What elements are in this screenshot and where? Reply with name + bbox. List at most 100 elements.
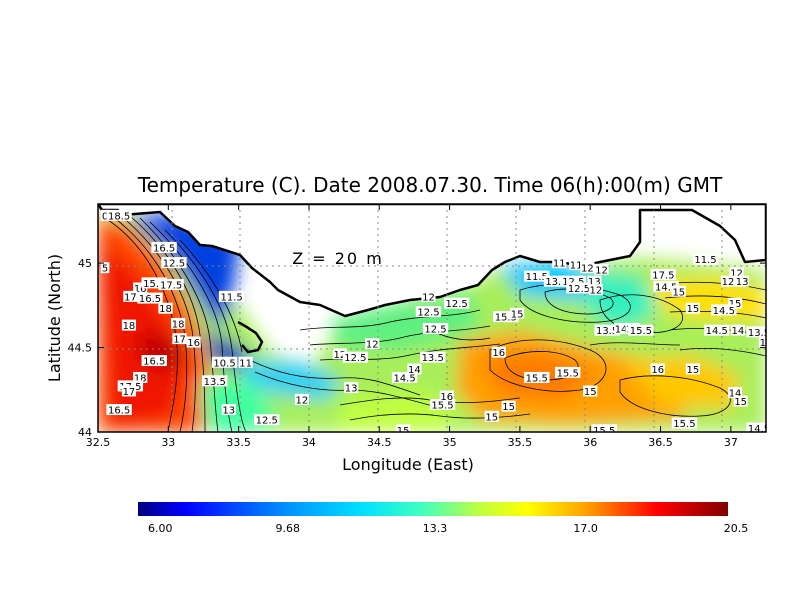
x-tick-label: 37: [724, 436, 738, 449]
contour-label-box: [106, 404, 132, 416]
contour-label-box: [692, 253, 719, 265]
contour-label-text: 14: [615, 324, 628, 335]
contour-label-box: [758, 336, 766, 348]
contour-label: 12.5: [443, 297, 470, 310]
contour-label-text: 13.5: [422, 353, 444, 364]
contour-label: 15.5: [671, 417, 698, 430]
x-tick-label: 33.5: [226, 436, 251, 449]
contour-label: 15: [733, 395, 748, 408]
contour-label: 16.5: [137, 292, 163, 305]
contour-label-box: [141, 355, 167, 367]
contour-label: 17.5: [650, 268, 677, 281]
contour-label: 16: [650, 363, 665, 376]
contour-label-box: [238, 356, 253, 368]
contour-label: 12: [729, 267, 744, 280]
contour-label-box: [587, 275, 602, 287]
contour-label-box: [594, 263, 609, 275]
contour-label: 17.5: [158, 279, 184, 292]
contour-label-text: 17: [124, 292, 137, 303]
contour-label-text: 12.5: [163, 259, 185, 270]
contour-label: 15: [484, 410, 499, 423]
contour-label: 13.5: [594, 324, 620, 337]
contour-label-text: 12: [296, 395, 309, 406]
contour-label-box: [158, 302, 173, 314]
contour-label-box: [491, 346, 506, 358]
contour-label-box: [583, 385, 598, 397]
contour-label: 15: [583, 385, 598, 398]
contour-label-text: 16.5: [143, 357, 165, 368]
contour-label: 18: [121, 319, 137, 332]
contour-label-text: 12: [422, 292, 435, 303]
contour-label-text: 15.5: [630, 326, 652, 337]
contour-label-box: [221, 404, 236, 416]
contour-label: 14: [730, 324, 745, 337]
colorbar-tick-label: 13.3: [423, 522, 448, 535]
contour-label-box: [141, 277, 167, 289]
contour-label-box: [730, 324, 745, 336]
contour-label-box: [342, 351, 369, 363]
contour-label-text: 12.5: [424, 324, 446, 335]
contour-label-box: [765, 363, 766, 375]
contour-label: 11: [238, 356, 253, 369]
x-tick-label: 32.5: [86, 436, 111, 449]
plot-frame: [97, 203, 767, 433]
contour-label: 13: [587, 275, 602, 288]
contour-label-text: 12: [581, 264, 594, 275]
contour-label-box: [443, 297, 470, 309]
contour-label-text: 11.5: [694, 255, 716, 266]
contour-label: 15.5: [555, 366, 581, 379]
contour-label-text: 11: [570, 260, 583, 271]
contour-label-text: 18.5: [108, 211, 130, 222]
contour-label-text: 11: [239, 358, 252, 369]
x-axis: 32.5 33 33.5 34 34.5 35 35.5 36 36.5 37: [86, 204, 738, 449]
contour-label: 14.5: [746, 422, 766, 432]
contour-label-text: 17: [123, 387, 136, 398]
x-tick-label: 34.5: [367, 436, 392, 449]
contour-label: 13.5: [202, 375, 228, 388]
x-tick-label: 36: [583, 436, 597, 449]
contour-label-box: [566, 282, 592, 294]
contour-label-text: 18: [172, 319, 185, 330]
contour-label-text: 12.5: [344, 353, 366, 364]
contour-label-box: [484, 410, 499, 422]
contour-label: 0: [100, 209, 110, 222]
contour-label: 11.5: [692, 253, 719, 266]
contour-label-text: 12: [595, 265, 608, 276]
contour-label: 15.5: [429, 398, 456, 411]
contour-label: 11.5: [524, 270, 550, 283]
contour-label-text: 17.5: [160, 281, 182, 292]
contour-label: 15.5: [628, 324, 654, 337]
x-tick-label: 34: [302, 436, 316, 449]
contour-label-box: [560, 275, 587, 287]
contour-label-box: [524, 270, 550, 282]
contour-label: 15: [509, 307, 525, 320]
contour-label: 14: [727, 387, 743, 400]
contour-label-box: [493, 311, 519, 323]
contour-label-text: 12.5: [445, 299, 467, 310]
contour-label-text: 13.5: [545, 277, 567, 288]
contour-label-text: 17.5: [652, 270, 674, 281]
contour-label: 12: [588, 284, 603, 297]
contour-label: 14.5: [711, 304, 737, 317]
contour-label-text: 15: [687, 365, 700, 376]
contour-label-text: 16: [134, 284, 147, 295]
chart-title: Temperature (C). Date 2008.07.30. Time 0…: [137, 173, 723, 197]
contour-label-box: [202, 375, 228, 387]
contour-label: 11: [569, 258, 584, 271]
contour-label-box: [294, 393, 310, 405]
x-axis-label: Longitude (East): [342, 455, 474, 474]
contour-label-box: [396, 424, 411, 432]
contour-label-box: [501, 400, 516, 412]
contour-label-box: [685, 363, 700, 375]
contour-label: 15: [758, 336, 766, 349]
contour-label: 15.5: [141, 277, 167, 290]
contour-label: 14: [407, 363, 422, 376]
contour-label: 12: [332, 348, 347, 361]
contour-label: 14.5: [704, 324, 730, 337]
y-tick-label: 44: [78, 426, 92, 439]
contour-label-text: 13: [736, 277, 749, 288]
y-tick-label: 45: [78, 257, 92, 270]
contour-label-box: [106, 209, 132, 221]
